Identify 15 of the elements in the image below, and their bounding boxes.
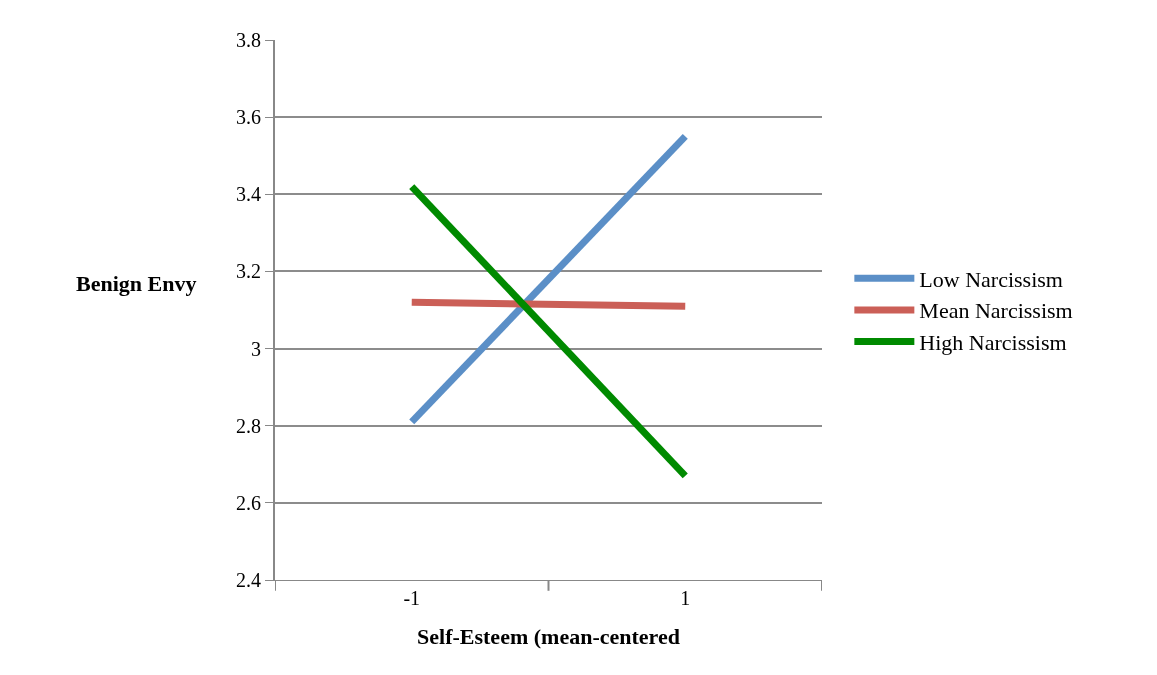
y-tick-label: 2.6 bbox=[236, 491, 261, 514]
y-tick-label: 3.4 bbox=[236, 183, 261, 206]
y-tick-label: 2.8 bbox=[236, 414, 261, 437]
x-axis-title: Self-Esteem (mean-centered bbox=[417, 623, 680, 649]
y-tick-label: 3.6 bbox=[236, 106, 261, 129]
x-tick-label: -1 bbox=[403, 587, 421, 609]
y-tick-label: 3.8 bbox=[236, 29, 261, 51]
y-tick-label: 2.4 bbox=[236, 569, 261, 591]
y-tick-label: 3.2 bbox=[236, 260, 261, 283]
x-tick-label: 1 bbox=[680, 587, 691, 609]
legend-label: Mean Narcissism bbox=[919, 298, 1073, 324]
legend-label: High Narcissism bbox=[919, 330, 1067, 356]
y-tick-label: 3 bbox=[251, 337, 261, 360]
legend-label: Low Narcissism bbox=[919, 266, 1063, 292]
y-axis-title: Benign Envy bbox=[76, 271, 197, 296]
